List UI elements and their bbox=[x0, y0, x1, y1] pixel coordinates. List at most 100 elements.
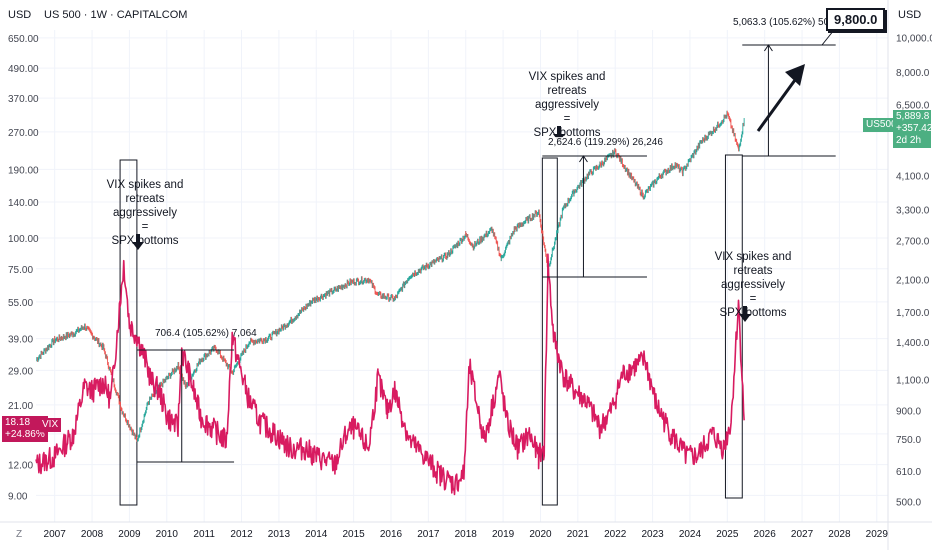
x-tick-label: 2017 bbox=[417, 529, 440, 540]
vix-note-2020: VIX spikes and retreats aggressively = S… bbox=[515, 70, 619, 140]
chart-title[interactable]: US 500 · 1W · CAPITALCOM bbox=[44, 9, 188, 21]
measure-label-2025: 5,063.3 (105.62%) 50,633 bbox=[733, 17, 849, 28]
left-tick-label: 39.00 bbox=[8, 335, 33, 346]
x-tick-label: 2008 bbox=[81, 529, 104, 540]
right-tick-label: 8,000.0 bbox=[896, 68, 930, 79]
left-tick-label: 190.00 bbox=[8, 165, 39, 176]
measure-label-2020: 2,624.6 (119.29%) 26,246 bbox=[548, 137, 663, 148]
right-tick-label: 1,400.0 bbox=[896, 338, 930, 349]
highlight-box bbox=[119, 159, 138, 506]
note-line: SPX bottoms bbox=[719, 307, 787, 319]
left-tick-label: 55.00 bbox=[8, 298, 33, 309]
right-tick-label: 6,500.0 bbox=[896, 100, 930, 111]
annotation-arrows bbox=[132, 64, 805, 322]
x-tick-label: 2026 bbox=[754, 529, 777, 540]
up-arrow-head bbox=[785, 64, 805, 86]
x-tick-label: 2007 bbox=[44, 529, 67, 540]
note-line: SPX bottoms bbox=[111, 235, 179, 247]
spx-price-tag: 5,889.8 +357.42% 2d 2h bbox=[893, 110, 932, 148]
right-tick-label: 1,100.0 bbox=[896, 376, 930, 387]
right-tick-label: 10,000.0 bbox=[896, 34, 932, 45]
vix-change: +24.86% bbox=[5, 429, 45, 440]
measure-arrowhead bbox=[764, 44, 773, 52]
x-tick-label: 2011 bbox=[193, 529, 215, 540]
note-line: retreats aggressively bbox=[535, 85, 599, 111]
right-axis[interactable]: 10,000.08,000.06,500.05,200.04,100.03,30… bbox=[896, 34, 932, 509]
note-line: = bbox=[749, 293, 757, 305]
x-tick-label: 2018 bbox=[455, 529, 478, 540]
x-tick-label: 2013 bbox=[268, 529, 291, 540]
x-tick-label: 2025 bbox=[716, 529, 739, 540]
down-arrow-shaft bbox=[557, 126, 561, 134]
x-tick-label: 2028 bbox=[828, 529, 851, 540]
x-tick-label: 2021 bbox=[567, 529, 590, 540]
left-tick-label: 490.00 bbox=[8, 64, 39, 75]
vix-symbol-tag: VIX bbox=[39, 418, 62, 432]
measure-label-2009: 706.4 (105.62%) 7,064 bbox=[155, 328, 257, 339]
currency-right: USD bbox=[898, 9, 922, 21]
down-arrow-shaft bbox=[136, 234, 140, 242]
note-line: VIX spikes and bbox=[106, 179, 184, 191]
timezone-label: Z bbox=[16, 529, 22, 540]
x-tick-label: 2024 bbox=[679, 529, 702, 540]
highlight-box bbox=[724, 154, 743, 499]
x-tick-label: 2019 bbox=[492, 529, 515, 540]
right-tick-label: 4,100.0 bbox=[896, 172, 930, 183]
note-line: retreats aggressively bbox=[721, 265, 785, 291]
left-tick-label: 12.00 bbox=[8, 461, 33, 472]
spx-countdown: 2d 2h bbox=[896, 135, 922, 146]
down-arrow-shaft bbox=[743, 306, 747, 314]
highlight-boxes bbox=[119, 154, 743, 506]
spx-symbol-tag: US500 bbox=[863, 118, 900, 132]
x-tick-label: 2014 bbox=[305, 529, 328, 540]
left-tick-label: 9.00 bbox=[8, 491, 28, 502]
measure-lines bbox=[136, 29, 836, 463]
right-tick-label: 500.0 bbox=[896, 498, 921, 509]
x-tick-label: 2022 bbox=[604, 529, 627, 540]
highlight-box bbox=[541, 157, 558, 506]
x-tick-label: 2016 bbox=[380, 529, 403, 540]
x-tick-label: 2029 bbox=[866, 529, 889, 540]
note-line: retreats aggressively bbox=[113, 193, 177, 219]
down-arrow-head bbox=[132, 242, 144, 250]
note-line: VIX spikes and bbox=[528, 71, 606, 83]
x-tick-label: 2015 bbox=[343, 529, 366, 540]
note-line: SPX bottoms bbox=[533, 127, 601, 139]
note-line: VIX spikes and bbox=[714, 251, 792, 263]
vix-note-2008: VIX spikes and retreats aggressively = S… bbox=[95, 178, 195, 248]
vix-line bbox=[35, 253, 745, 496]
right-tick-label: 2,100.0 bbox=[896, 275, 930, 286]
x-tick-label: 2010 bbox=[156, 529, 179, 540]
time-axis[interactable]: Z 2007 2008 2009 2010 2011 2012 2013 2014 2015 201… bbox=[16, 529, 888, 540]
x-tick-label: 2023 bbox=[641, 529, 664, 540]
left-tick-label: 270.00 bbox=[8, 128, 39, 139]
vix-series bbox=[35, 253, 745, 496]
right-tick-label: 610.0 bbox=[896, 467, 921, 478]
right-tick-label: 3,300.0 bbox=[896, 205, 930, 216]
spx-series bbox=[36, 110, 745, 442]
left-tick-label: 370.00 bbox=[8, 94, 39, 105]
callout-pointer bbox=[821, 29, 835, 46]
x-tick-label: 2012 bbox=[230, 529, 253, 540]
currency-left: USD bbox=[8, 9, 32, 21]
left-tick-label: 100.00 bbox=[8, 234, 39, 245]
note-line: = bbox=[563, 113, 571, 125]
left-tick-label: 29.00 bbox=[8, 366, 33, 377]
vix-note-2025: VIX spikes and retreats aggressively = S… bbox=[701, 250, 805, 320]
left-tick-label: 650.00 bbox=[8, 34, 39, 45]
x-tick-label: 2020 bbox=[529, 529, 552, 540]
left-tick-label: 140.00 bbox=[8, 198, 39, 209]
left-tick-label: 75.00 bbox=[8, 265, 33, 276]
up-arrow-shaft bbox=[756, 79, 797, 132]
target-price-callout[interactable]: 9,800.0 bbox=[826, 8, 886, 31]
x-tick-label: 2027 bbox=[791, 529, 814, 540]
right-tick-label: 750.0 bbox=[896, 435, 921, 446]
measure-arrowhead bbox=[579, 155, 588, 163]
note-line: = bbox=[141, 221, 149, 233]
spx-change: +357.42% bbox=[896, 123, 932, 134]
vix-value: 18.18 bbox=[5, 417, 31, 428]
left-tick-label: 21.00 bbox=[8, 401, 33, 412]
right-tick-label: 900.0 bbox=[896, 407, 921, 418]
x-tick-label: 2009 bbox=[118, 529, 141, 540]
right-tick-label: 2,700.0 bbox=[896, 236, 930, 247]
